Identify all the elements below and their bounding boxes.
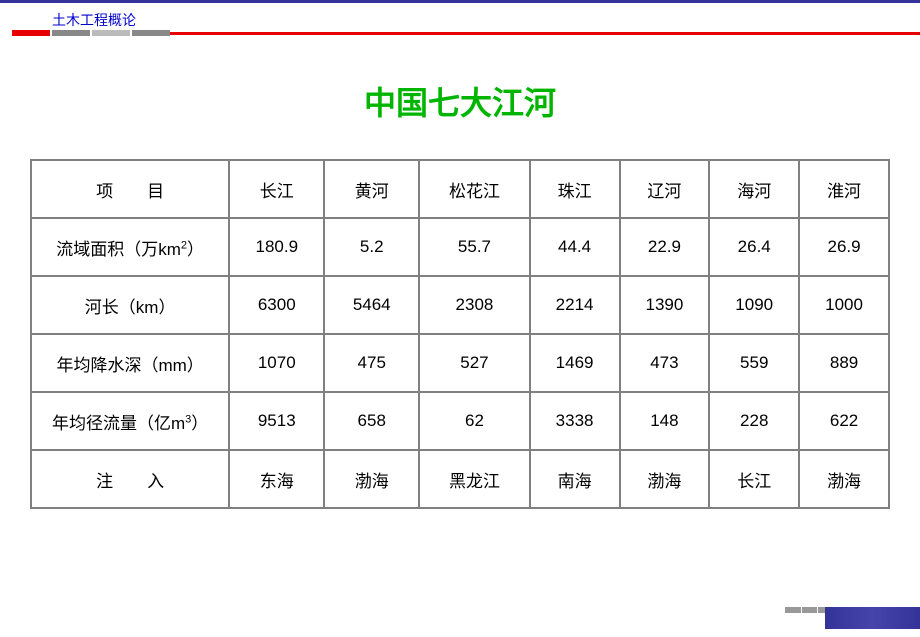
table-cell: 1000 [800, 277, 888, 333]
table-cell: 475 [325, 335, 418, 391]
table-cell: 3338 [531, 393, 619, 449]
table-body: 项 目长江黄河松花江珠江辽河海河淮河流域面积（万km2）180.95.255.7… [32, 161, 888, 507]
header-gray-segments [12, 30, 172, 36]
table-cell: 26.9 [800, 219, 888, 275]
table-cell: 南海 [531, 451, 619, 507]
table-cell: 55.7 [420, 219, 528, 275]
row-label-cell: 年均降水深（mm） [32, 335, 228, 391]
table-cell: 658 [325, 393, 418, 449]
table-header-cell: 淮河 [800, 161, 888, 217]
slide-header: 土木工程概论 [0, 0, 920, 38]
table-row: 年均降水深（mm）10704755271469473559889 [32, 335, 888, 391]
table-cell: 渤海 [621, 451, 709, 507]
table-cell: 东海 [230, 451, 323, 507]
table-cell: 9513 [230, 393, 323, 449]
table-row: 年均径流量（亿m3）9513658623338148228622 [32, 393, 888, 449]
row-label-cell: 河长（km） [32, 277, 228, 333]
table-header-cell: 项 目 [32, 161, 228, 217]
table-container: 项 目长江黄河松花江珠江辽河海河淮河流域面积（万km2）180.95.255.7… [0, 159, 920, 509]
table-header-cell: 松花江 [420, 161, 528, 217]
table-cell: 559 [710, 335, 798, 391]
table-header-cell: 珠江 [531, 161, 619, 217]
table-cell: 527 [420, 335, 528, 391]
table-cell: 22.9 [621, 219, 709, 275]
header-label: 土木工程概论 [52, 10, 136, 30]
header-top-line [0, 0, 920, 3]
seg-1 [12, 30, 50, 36]
seg-4 [132, 30, 170, 36]
table-cell: 473 [621, 335, 709, 391]
table-header-cell: 海河 [710, 161, 798, 217]
footer-blue-block [825, 607, 920, 629]
table-cell: 228 [710, 393, 798, 449]
table-cell: 黑龙江 [420, 451, 528, 507]
table-cell: 622 [800, 393, 888, 449]
table-header-cell: 长江 [230, 161, 323, 217]
table-cell: 长江 [710, 451, 798, 507]
table-cell: 1090 [710, 277, 798, 333]
table-header-cell: 辽河 [621, 161, 709, 217]
table-header-cell: 黄河 [325, 161, 418, 217]
table-cell: 2308 [420, 277, 528, 333]
table-cell: 2214 [531, 277, 619, 333]
table-cell: 5464 [325, 277, 418, 333]
table-cell: 渤海 [325, 451, 418, 507]
table-cell: 26.4 [710, 219, 798, 275]
table-cell: 44.4 [531, 219, 619, 275]
table-cell: 62 [420, 393, 528, 449]
table-cell: 180.9 [230, 219, 323, 275]
seg-3 [92, 30, 130, 36]
header-red-line [170, 32, 920, 35]
table-header-row: 项 目长江黄河松花江珠江辽河海河淮河 [32, 161, 888, 217]
rivers-table: 项 目长江黄河松花江珠江辽河海河淮河流域面积（万km2）180.95.255.7… [30, 159, 890, 509]
table-cell: 1469 [531, 335, 619, 391]
table-cell: 6300 [230, 277, 323, 333]
table-row: 流域面积（万km2）180.95.255.744.422.926.426.9 [32, 219, 888, 275]
table-cell: 渤海 [800, 451, 888, 507]
table-cell: 5.2 [325, 219, 418, 275]
table-row: 注 入东海渤海黑龙江南海渤海长江渤海 [32, 451, 888, 507]
row-label-cell: 流域面积（万km2） [32, 219, 228, 275]
row-label-cell: 年均径流量（亿m3） [32, 393, 228, 449]
table-row: 河长（km）6300546423082214139010901000 [32, 277, 888, 333]
table-cell: 1390 [621, 277, 709, 333]
table-cell: 148 [621, 393, 709, 449]
row-label-cell: 注 入 [32, 451, 228, 507]
table-cell: 889 [800, 335, 888, 391]
footer-decoration [800, 599, 920, 629]
table-cell: 1070 [230, 335, 323, 391]
seg-2 [52, 30, 90, 36]
page-title: 中国七大江河 [0, 78, 920, 124]
